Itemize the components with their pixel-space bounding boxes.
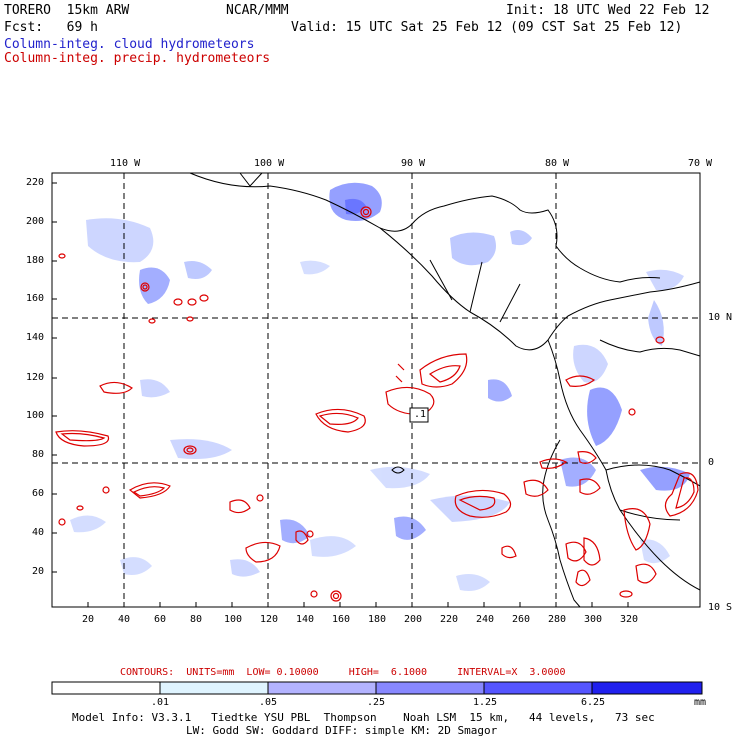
y-tick-label: 220 — [26, 177, 45, 188]
x-tick-label: 100 — [224, 614, 243, 625]
model-info-line1: Model Info: V3.3.1 Tiedtke YSU PBL Thomp… — [72, 711, 655, 724]
y-tick-marks — [52, 182, 57, 573]
x-tick-marks — [87, 602, 629, 607]
coastlines — [189, 172, 701, 608]
lat-label-0: 0 — [708, 457, 715, 468]
colorbar-swatch-5 — [591, 681, 703, 695]
field-precip-label: Column-integ. precip. hydrometeors — [4, 51, 271, 66]
forecast-hour: Fcst: 69 h — [4, 20, 98, 35]
y-tick-label: 80 — [32, 449, 45, 460]
x-tick-label: 200 — [404, 614, 423, 625]
x-tick-label: 160 — [332, 614, 351, 625]
y-tick-label: 180 — [26, 255, 45, 266]
colorbar-swatch-2 — [267, 681, 377, 695]
x-tick-label: 40 — [118, 614, 131, 625]
colorbar-label: .05 — [259, 697, 278, 708]
colorbar-label: .01 — [151, 697, 170, 708]
y-tick-label: 200 — [26, 216, 45, 227]
colorbar-swatch-3 — [375, 681, 485, 695]
x-tick-label: 20 — [82, 614, 95, 625]
colorbar-unit: mm — [694, 697, 707, 708]
x-tick-label: 260 — [512, 614, 531, 625]
colorbar — [51, 681, 703, 695]
field-cloud-label: Column-integ. cloud hydrometeors — [4, 37, 255, 52]
y-tick-label: 140 — [26, 332, 45, 343]
x-tick-label: 240 — [476, 614, 495, 625]
y-tick-label: 60 — [32, 488, 45, 499]
init-time: Init: 18 UTC Wed 22 Feb 12 — [506, 3, 710, 18]
model-info-line2: LW: Godd SW: Goddard DIFF: simple KM: 2D… — [186, 724, 498, 737]
x-tick-label: 180 — [368, 614, 387, 625]
y-tick-label: 160 — [26, 293, 45, 304]
x-tick-label: 300 — [584, 614, 603, 625]
x-tick-label: 80 — [190, 614, 203, 625]
y-tick-label: 120 — [26, 372, 45, 383]
contour-info: CONTOURS: UNITS=mm LOW= 0.10000 HIGH= 6.… — [120, 667, 566, 678]
colorbar-label: .25 — [367, 697, 386, 708]
x-tick-label: 120 — [260, 614, 279, 625]
model-title: TORERO 15km ARW — [4, 3, 130, 18]
lat-label-10s: 10 S — [708, 602, 733, 613]
org-label: NCAR/MMM — [226, 3, 289, 18]
annotation-label: .1 — [414, 409, 427, 420]
cloud-shading — [70, 182, 690, 591]
lon-label-70w: 70 W — [688, 158, 713, 169]
grid-lines — [52, 173, 700, 607]
annotation-box — [409, 407, 429, 423]
x-tick-label: 320 — [620, 614, 639, 625]
colorbar-swatch-4 — [483, 681, 593, 695]
lon-label-80w: 80 W — [545, 158, 570, 169]
x-tick-label: 280 — [548, 614, 567, 625]
colorbar-label: 1.25 — [473, 697, 498, 708]
x-tick-label: 220 — [440, 614, 459, 625]
lat-label-10n: 10 N — [708, 312, 733, 323]
x-tick-label: 140 — [296, 614, 315, 625]
y-tick-label: 40 — [32, 527, 45, 538]
precip-contours — [55, 206, 699, 602]
colorbar-swatch-0 — [51, 681, 161, 695]
colorbar-swatch-1 — [159, 681, 269, 695]
lon-label-90w: 90 W — [401, 158, 426, 169]
lon-label-100w: 100 W — [254, 158, 285, 169]
colorbar-label: 6.25 — [581, 697, 606, 708]
y-tick-label: 20 — [32, 566, 45, 577]
y-tick-label: 100 — [26, 410, 45, 421]
valid-time: Valid: 15 UTC Sat 25 Feb 12 (09 CST Sat … — [291, 20, 683, 35]
lon-label-110w: 110 W — [110, 158, 141, 169]
x-tick-label: 60 — [154, 614, 167, 625]
